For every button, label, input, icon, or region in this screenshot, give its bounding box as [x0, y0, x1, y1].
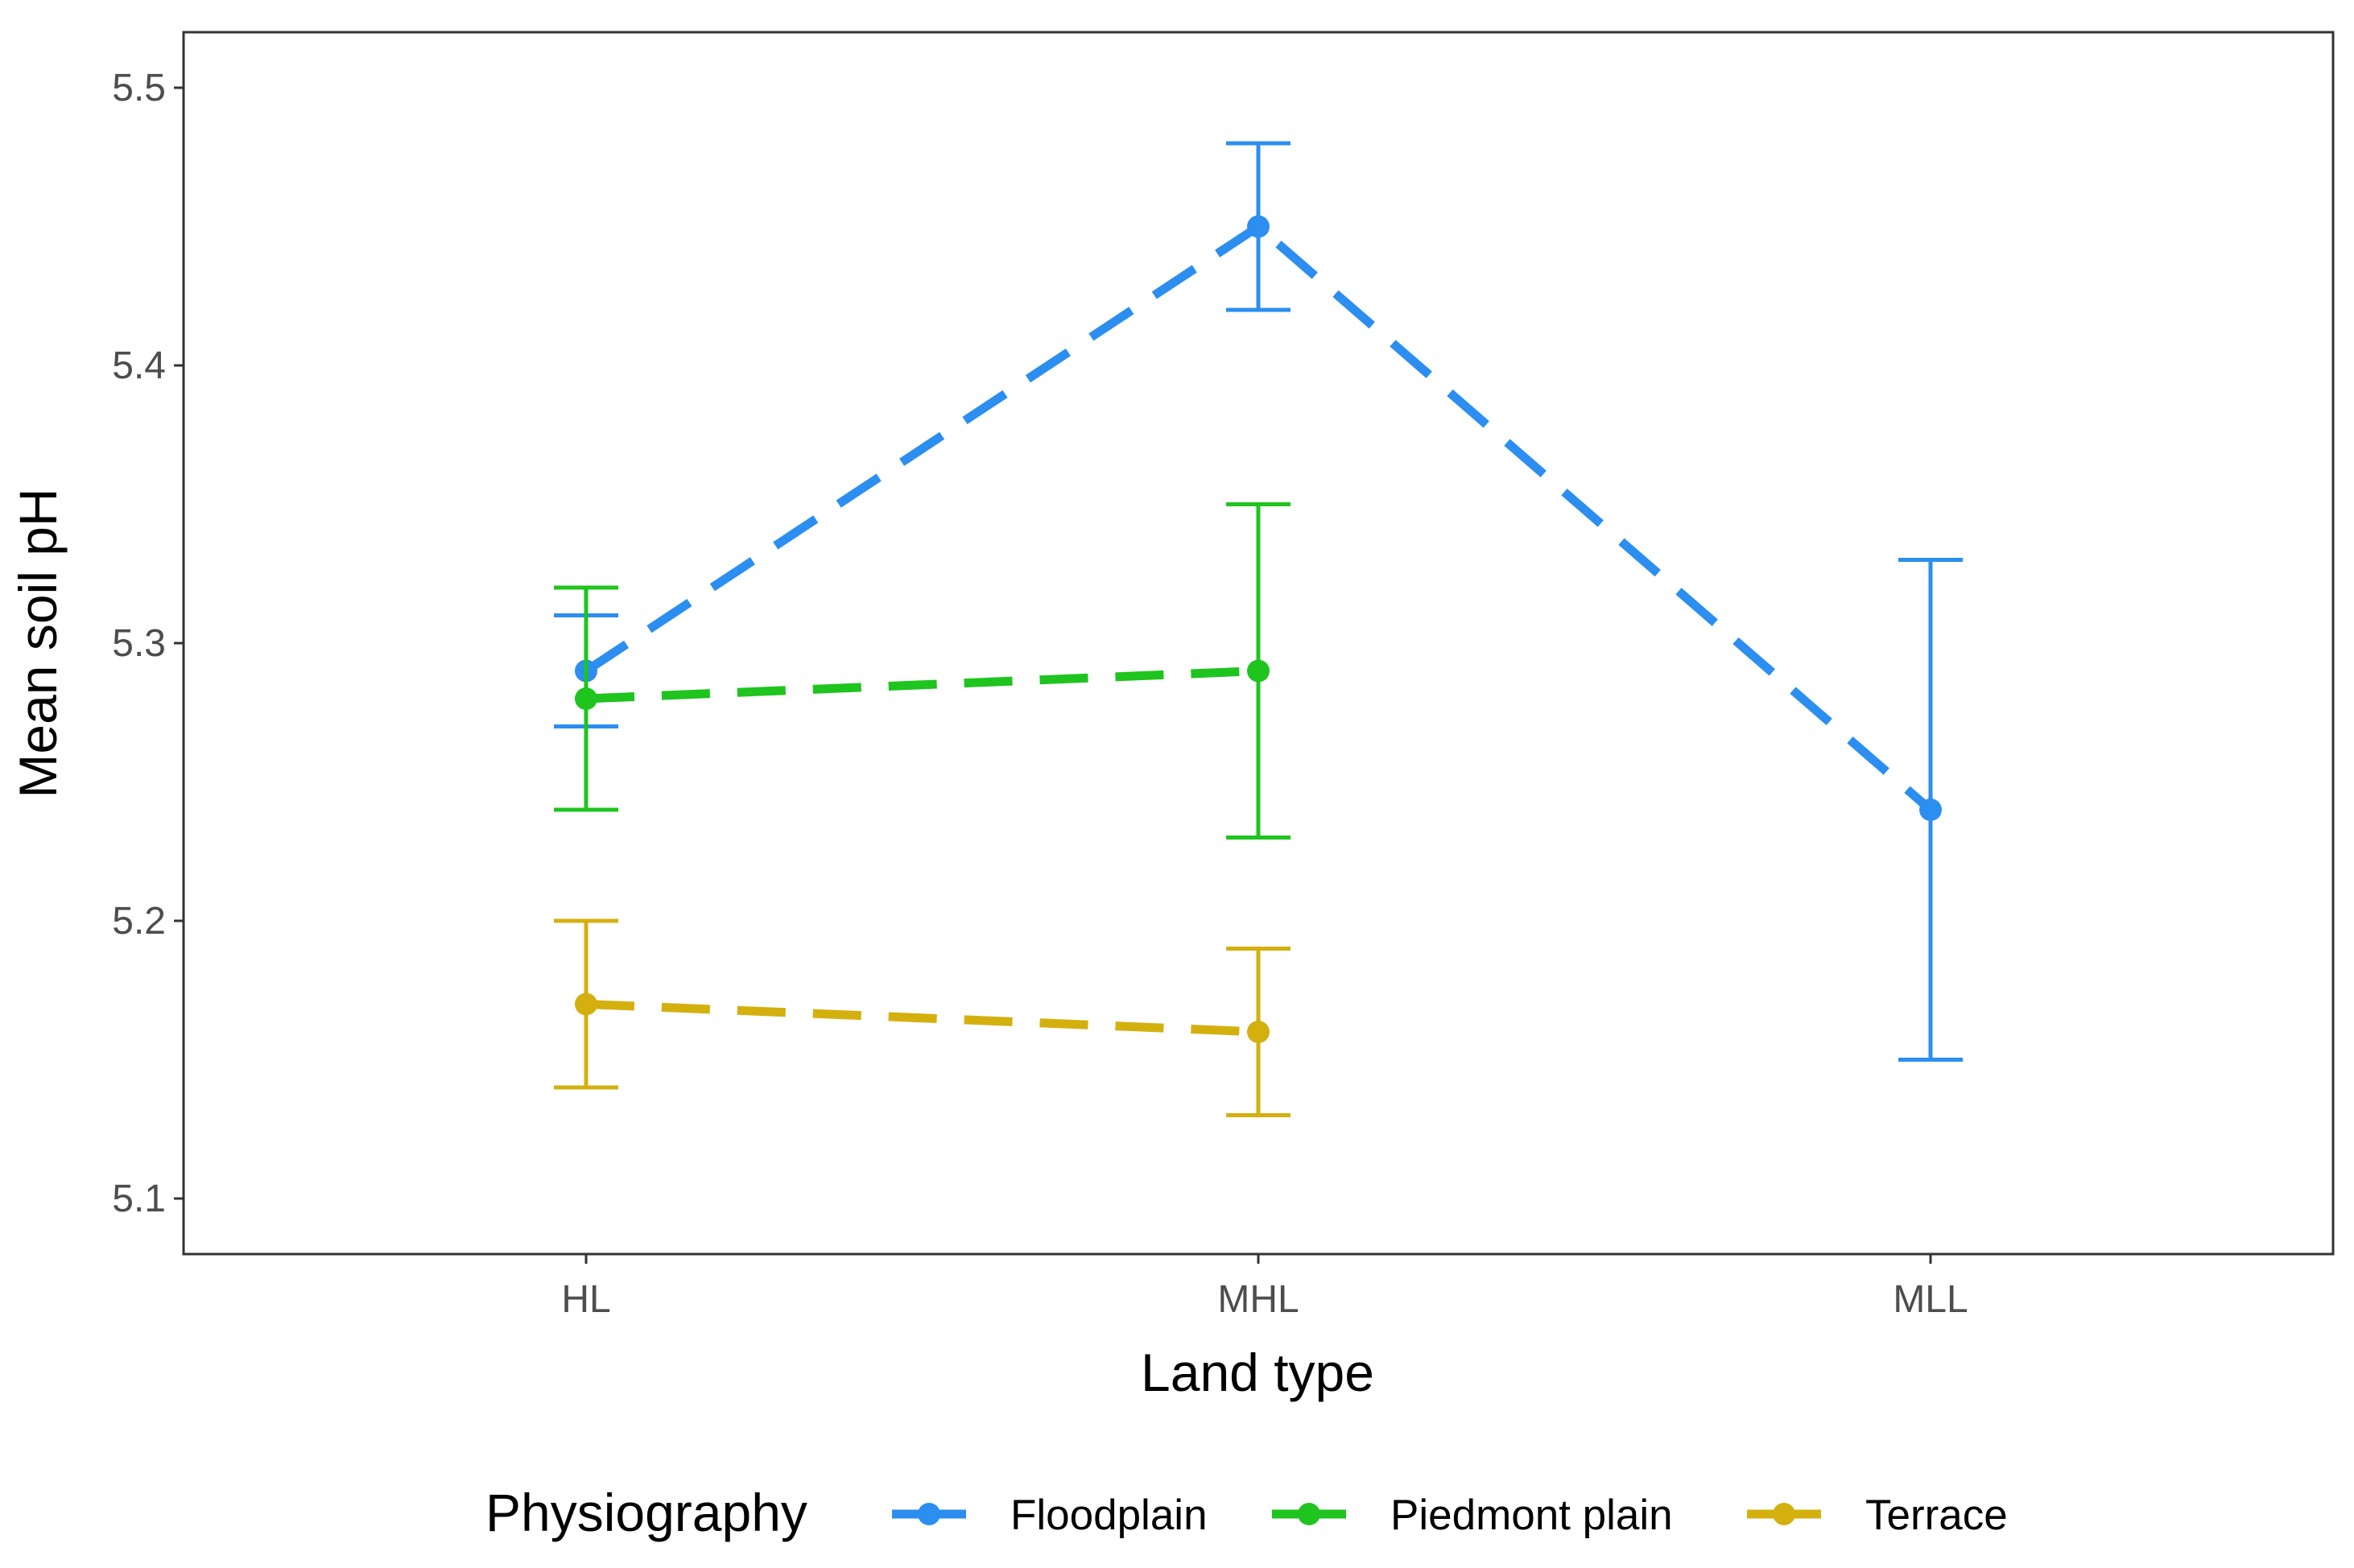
series-piedmont-plain — [554, 502, 1291, 840]
legend-item-piedmont-plain: Piedmont plain — [1272, 1492, 1673, 1539]
x-tick-label: HL — [561, 1278, 610, 1321]
data-point — [575, 687, 597, 710]
legend-key-point — [1298, 1503, 1320, 1525]
legend-label: Terrace — [1865, 1492, 2008, 1539]
x-tick-label: MLL — [1893, 1278, 1968, 1321]
legend: Physiography Floodplain Piedmont plain Ter… — [485, 1483, 2008, 1542]
data-point — [1247, 659, 1270, 683]
y-axis-title: Mean soil pH — [8, 488, 68, 798]
legend-item-floodplain: Floodplain — [892, 1492, 1208, 1539]
series-layer — [554, 141, 1963, 1117]
data-point — [1247, 1021, 1270, 1043]
y-tick-label: 5.3 — [112, 622, 166, 665]
y-tick-label: 5.4 — [112, 345, 166, 387]
x-tick-label: MHL — [1217, 1278, 1299, 1321]
legend-item-terrace: Terrace — [1747, 1492, 2008, 1539]
series-line — [585, 666, 1259, 704]
legend-title: Physiography — [485, 1483, 807, 1542]
y-tick-label: 5.5 — [112, 67, 166, 109]
data-point — [1919, 798, 1942, 821]
data-point — [575, 992, 597, 1016]
legend-label: Floodplain — [1010, 1492, 1208, 1539]
legend-key-point — [1773, 1503, 1795, 1525]
y-axis: 5.1 5.2 5.3 5.4 5.5 — [112, 67, 184, 1220]
data-point — [1247, 215, 1270, 238]
series-line — [585, 1000, 1259, 1037]
series-terrace — [554, 918, 1291, 1117]
legend-key-point — [918, 1503, 940, 1525]
legend-label: Piedmont plain — [1390, 1492, 1673, 1539]
y-tick-label: 5.1 — [112, 1178, 166, 1220]
x-axis: HL MHL MLL — [561, 1254, 1968, 1321]
x-axis-title: Land type — [1141, 1343, 1374, 1402]
y-tick-label: 5.2 — [112, 900, 166, 943]
series-line — [583, 222, 1934, 814]
